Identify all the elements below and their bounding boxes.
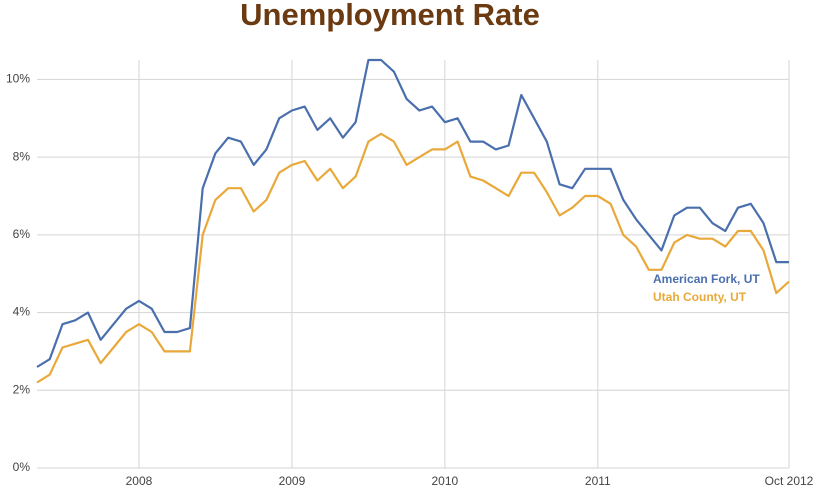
y-tick-label: 10% [6, 72, 30, 86]
x-tick-label: 2008 [126, 474, 153, 488]
series-line [36, 58, 789, 368]
x-tick-label: Oct 2012 [765, 474, 814, 488]
x-tick-label: 2010 [432, 474, 459, 488]
x-tick-label: 2011 [585, 474, 611, 488]
legend-label: American Fork, UT [653, 272, 760, 286]
y-tick-label: 6% [13, 227, 31, 241]
y-tick-label: 2% [13, 382, 31, 396]
y-tick-label: 0% [13, 460, 31, 474]
chart-title: Unemployment Rate [240, 0, 540, 32]
legend-label: Utah County, UT [653, 290, 747, 304]
x-tick-label: 2009 [279, 474, 306, 488]
y-tick-label: 8% [13, 149, 31, 163]
series-line [36, 132, 790, 384]
y-tick-label: 4% [13, 305, 31, 319]
